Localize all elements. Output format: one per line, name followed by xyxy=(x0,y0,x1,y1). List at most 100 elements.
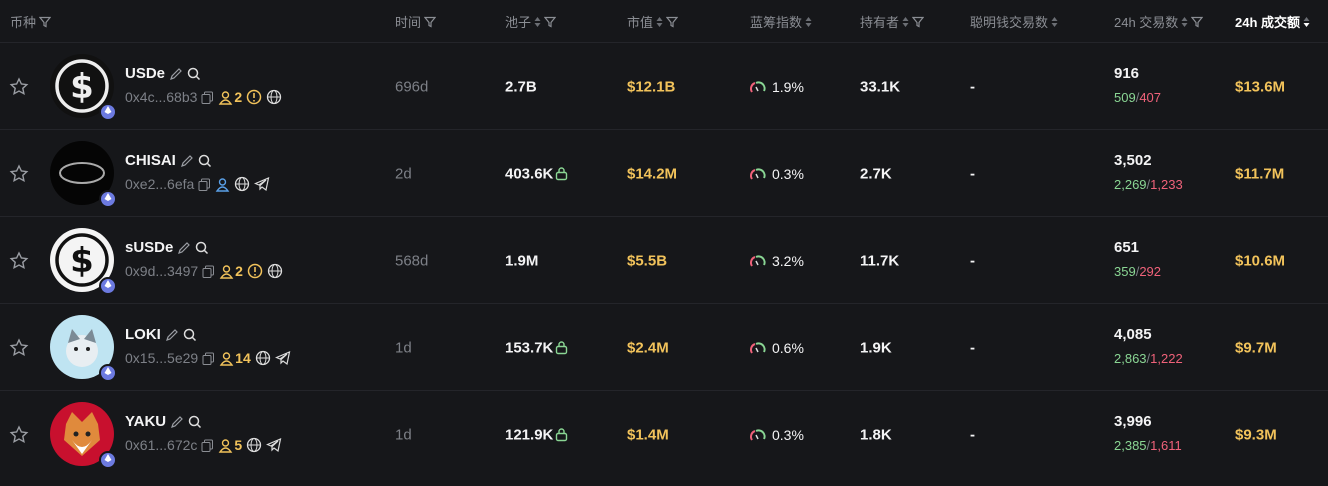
bluechip-value: 3.2% xyxy=(772,252,804,269)
edit-icon[interactable] xyxy=(170,415,184,429)
search-icon[interactable] xyxy=(183,328,197,342)
pool-value: 153.7K xyxy=(505,339,554,356)
token-age: 696d xyxy=(395,78,429,95)
favorite-star[interactable] xyxy=(9,424,29,445)
smart-money-txns: - xyxy=(970,165,975,182)
lock-icon xyxy=(555,428,568,442)
telegram-link[interactable] xyxy=(254,176,270,192)
copy-icon[interactable] xyxy=(201,91,214,104)
edit-icon[interactable] xyxy=(165,328,179,342)
sell-count: 407 xyxy=(1139,90,1162,105)
copy-icon[interactable] xyxy=(201,439,214,452)
sort-icon[interactable] xyxy=(902,16,909,28)
sort-icon[interactable] xyxy=(656,16,663,28)
token-address: 0x15...5e29 xyxy=(125,350,199,366)
buy-sell: 2,863/1,222 xyxy=(1114,351,1183,366)
token-name: USDe xyxy=(125,65,166,82)
copy-icon[interactable] xyxy=(202,352,215,365)
favorite-star[interactable] xyxy=(9,76,29,97)
txn-count: 3,996 xyxy=(1114,413,1152,430)
filter-icon[interactable] xyxy=(1191,16,1204,28)
column-title: 市值 xyxy=(627,15,654,30)
buy-count: 2,385 xyxy=(1114,438,1147,453)
filter-icon[interactable] xyxy=(666,16,679,28)
copy-icon[interactable] xyxy=(198,178,211,191)
favorite-star[interactable] xyxy=(9,250,29,271)
sort-icon[interactable] xyxy=(1051,16,1058,28)
volume-24h: $13.6M xyxy=(1235,78,1286,95)
token-row[interactable]: $ USDe 0x4c...68b3 2 696d 2.7B $12.1B 1.9% 33.1K… xyxy=(0,42,1328,130)
token-title: YAKU xyxy=(125,413,202,430)
sort-icon[interactable] xyxy=(805,16,812,28)
smart-money-txns: - xyxy=(970,426,975,443)
pool-size: 1.9M xyxy=(505,252,538,269)
search-icon[interactable] xyxy=(187,67,201,81)
sort-icon[interactable] xyxy=(1181,16,1188,28)
gauge-icon xyxy=(749,341,767,355)
token-title: CHISAI xyxy=(125,152,212,169)
token-meta: 0x61...672c 5 xyxy=(125,437,282,453)
column-title: 时间 xyxy=(395,15,422,30)
token-name: LOKI xyxy=(125,326,161,343)
column-header[interactable]: 持有者 xyxy=(860,12,925,31)
favorite-star[interactable] xyxy=(9,337,29,358)
edit-icon[interactable] xyxy=(169,67,183,81)
bluechip-index: 3.2% xyxy=(749,253,804,269)
column-header[interactable]: 池子 xyxy=(505,12,557,31)
pool-size: 153.7K xyxy=(505,339,568,356)
column-header[interactable]: 时间 xyxy=(395,12,437,31)
buy-sell: 2,385/1,611 xyxy=(1114,438,1182,453)
search-icon[interactable] xyxy=(188,415,202,429)
token-row[interactable]: LOKI 0x15...5e29 14 1d 153.7K $2.4M 0.6% 1.9K - 4… xyxy=(0,303,1328,391)
filter-icon[interactable] xyxy=(424,16,437,28)
token-row[interactable]: YAKU 0x61...672c 5 1d 121.9K $1.4M 0.3% 1.8K - 3,… xyxy=(0,390,1328,478)
copy-icon[interactable] xyxy=(202,265,215,278)
edit-icon[interactable] xyxy=(180,154,194,168)
search-icon[interactable] xyxy=(198,154,212,168)
gauge-icon xyxy=(749,80,767,94)
telegram-link[interactable] xyxy=(274,350,291,366)
holder-count: 2 xyxy=(235,263,243,279)
separator: / xyxy=(1146,438,1151,453)
pool-size: 2.7B xyxy=(505,78,537,95)
sort-icon[interactable] xyxy=(1303,16,1310,28)
txn-count: 3,502 xyxy=(1114,152,1152,169)
lock-icon xyxy=(555,167,568,181)
filter-icon[interactable] xyxy=(39,16,52,28)
website-link[interactable] xyxy=(246,437,262,453)
column-header[interactable]: 24h 交易数 xyxy=(1114,12,1204,31)
token-age: 568d xyxy=(395,252,429,269)
gauge-icon xyxy=(749,428,767,442)
column-header[interactable]: 蓝筹指数 xyxy=(750,12,812,31)
filter-icon[interactable] xyxy=(544,16,557,28)
holders: 2.7K xyxy=(860,165,892,182)
column-header[interactable]: 币种 xyxy=(10,12,52,31)
token-logo: $ xyxy=(49,227,115,293)
market-cap: $2.4M xyxy=(627,339,669,356)
edit-icon[interactable] xyxy=(177,241,191,255)
website-link[interactable] xyxy=(267,263,283,279)
txn-count: 916 xyxy=(1114,65,1140,82)
telegram-link[interactable] xyxy=(266,437,282,453)
holder-count: 2 xyxy=(234,89,243,105)
column-header[interactable]: 聪明钱交易数 xyxy=(970,12,1058,31)
token-row[interactable]: $ sUSDe 0x9d...3497 2 568d 1.9M $5.5B 3.2% 11.7K… xyxy=(0,216,1328,304)
bluechip-value: 0.3% xyxy=(772,426,804,443)
pool-value: 121.9K xyxy=(505,426,554,443)
token-row[interactable]: CHISAI 0xe2...6efa 2d 403.6K $14.2M 0.3% 2.7K -… xyxy=(0,129,1328,217)
search-icon[interactable] xyxy=(195,241,209,255)
token-name: sUSDe xyxy=(125,239,174,256)
holders: 1.8K xyxy=(860,426,892,443)
filter-icon[interactable] xyxy=(912,16,925,28)
favorite-star[interactable] xyxy=(9,163,29,184)
svg-text:$: $ xyxy=(70,241,94,281)
buy-sell: 509/407 xyxy=(1114,90,1161,105)
website-link[interactable] xyxy=(266,89,282,105)
website-link[interactable] xyxy=(234,176,250,192)
column-title: 蓝筹指数 xyxy=(750,15,803,30)
column-header[interactable]: 市值 xyxy=(627,12,679,31)
column-header[interactable]: 24h 成交额 xyxy=(1235,12,1310,31)
website-link[interactable] xyxy=(255,350,271,366)
sort-icon[interactable] xyxy=(534,16,541,28)
buy-count: 509 xyxy=(1114,90,1136,105)
